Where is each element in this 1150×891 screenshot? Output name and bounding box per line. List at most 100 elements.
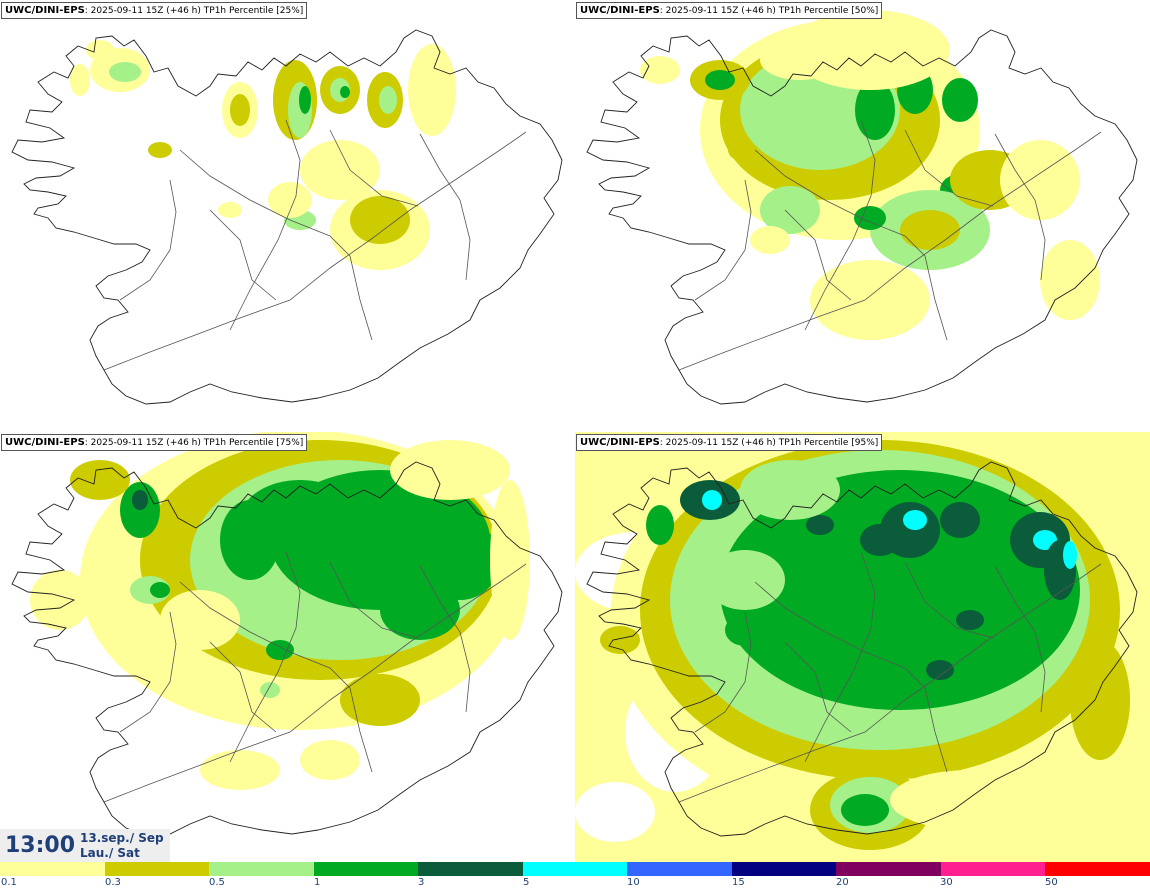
precip-area (299, 86, 311, 114)
legend-swatch (627, 862, 732, 876)
precip-area (300, 740, 360, 780)
road-line (754, 581, 948, 773)
panel-title: UWC/DINI-EPS: 2025-09-11 15Z (+46 h) TP1… (1, 434, 308, 451)
legend-tick: 0.3 (105, 877, 121, 888)
precip-area (1000, 140, 1080, 220)
run-info: : 2025-09-11 15Z (+46 h) (659, 6, 776, 16)
legend-swatch (313, 862, 419, 876)
road-line (119, 611, 177, 733)
precip-map (575, 432, 1150, 862)
map-panel-p75: UWC/DINI-EPS: 2025-09-11 15Z (+46 h) TP1… (0, 432, 575, 862)
road-line (229, 119, 301, 331)
precip-area (900, 210, 960, 250)
legend-swatch (418, 862, 523, 876)
precip-area (340, 86, 350, 98)
legend-swatch (836, 862, 941, 876)
iceland-coastline (11, 461, 563, 837)
precip-area (841, 794, 889, 826)
precip-area (300, 140, 380, 200)
precip-area (148, 142, 172, 158)
precip-area (350, 196, 410, 244)
color-legend: 0.1 0.3 0.5 1 3 5 10 15 20 30 50 (0, 862, 1150, 891)
map-panel-p50: UWC/DINI-EPS: 2025-09-11 15Z (+46 h) TP1… (575, 0, 1150, 430)
road-line (419, 565, 471, 713)
precip-area (200, 750, 280, 790)
precip-area (728, 140, 752, 160)
precip-area (806, 515, 834, 535)
precip-area (760, 40, 840, 80)
precip-area (1033, 530, 1057, 550)
dry-area (575, 782, 655, 842)
precip-area (260, 682, 280, 698)
legend-swatch (940, 862, 1046, 876)
road-line (419, 133, 471, 281)
legend-swatch (1045, 862, 1150, 876)
precip-map (586, 10, 1138, 405)
precip-area (408, 44, 456, 136)
precip-area (1040, 240, 1100, 320)
precip-area (420, 520, 500, 600)
precip-area (70, 64, 90, 96)
iceland-coastline (586, 29, 1138, 405)
legend-tick: 30 (940, 877, 953, 888)
iceland-coastline (586, 461, 1138, 837)
legend-tick: 3 (418, 877, 425, 888)
road-line (904, 129, 994, 207)
map-panel-p95: UWC/DINI-EPS: 2025-09-11 15Z (+46 h) TP1… (575, 432, 1150, 862)
map-panel-p25: UWC/DINI-EPS: 2025-09-11 15Z (+46 h) TP1… (0, 0, 575, 430)
road-line (994, 133, 1046, 281)
precip-area (1070, 640, 1130, 760)
precip-area (218, 202, 242, 218)
model-name: UWC/DINI-EPS (580, 437, 660, 448)
precip-area (379, 86, 397, 114)
road-line (678, 563, 1102, 803)
legend-swatch (522, 862, 628, 876)
legend-tick: 1 (314, 877, 321, 888)
field-name: TP1h Percentile [25%] (203, 6, 304, 16)
panel-title: UWC/DINI-EPS: 2025-09-11 15Z (+46 h) TP1… (576, 434, 883, 451)
precip-area (956, 610, 984, 630)
precip-area (903, 510, 927, 530)
precip-area (390, 440, 510, 500)
run-info: : 2025-09-11 15Z (+46 h) (659, 438, 776, 448)
road-line (754, 149, 948, 341)
valid-date: 13.sep./ Sep (80, 831, 164, 845)
valid-time-box: 13:00 13.sep./ Sep Lau./ Sat (0, 829, 170, 862)
road-line (209, 209, 277, 301)
road-line (694, 611, 752, 733)
precip-area (640, 56, 680, 84)
legend-swatch (209, 862, 314, 876)
precip-area (132, 490, 148, 510)
iceland-coastline (11, 29, 563, 405)
valid-day: Lau./ Sat (80, 846, 140, 860)
precip-area (220, 500, 280, 580)
precip-area (860, 524, 900, 556)
valid-time: 13:00 (5, 833, 76, 858)
precip-area (266, 640, 294, 660)
field-name: TP1h Percentile [50%] (778, 6, 879, 16)
precip-area (854, 206, 886, 230)
precip-area (86, 40, 114, 60)
panel-title: UWC/DINI-EPS: 2025-09-11 15Z (+46 h) TP1… (1, 2, 308, 19)
road-line (209, 641, 277, 733)
road-line (804, 551, 876, 763)
precip-area (926, 660, 954, 680)
precip-area (705, 550, 785, 610)
precip-area (705, 70, 735, 90)
road-line (904, 561, 994, 639)
precip-area (942, 78, 978, 122)
field-name: TP1h Percentile [95%] (778, 438, 879, 448)
road-line (103, 131, 527, 371)
precip-area (750, 226, 790, 254)
road-line (329, 129, 419, 207)
precip-area (940, 502, 980, 538)
legend-tick: 15 (732, 877, 745, 888)
road-line (678, 131, 1102, 371)
road-line (784, 209, 852, 301)
precip-area (150, 582, 170, 598)
precip-area (268, 182, 312, 218)
road-line (103, 563, 527, 803)
precip-area (230, 94, 250, 126)
model-name: UWC/DINI-EPS (580, 5, 660, 16)
precip-area (646, 505, 674, 545)
